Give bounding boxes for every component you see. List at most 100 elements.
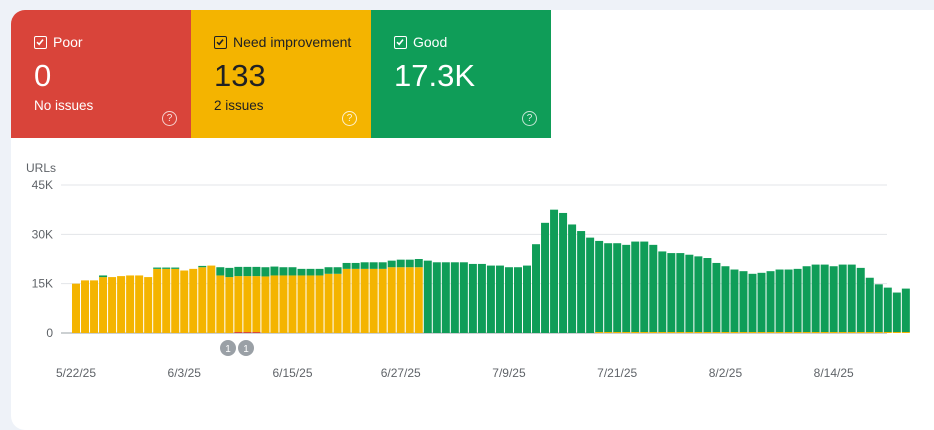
- bar-need-improvement: [847, 332, 856, 333]
- bar-good: [171, 267, 180, 269]
- bar-good: [577, 231, 586, 333]
- bar-good: [550, 209, 559, 333]
- bar-good: [279, 267, 288, 276]
- annotation-marker[interactable]: [220, 340, 236, 356]
- bar-good: [387, 260, 396, 268]
- bar-good: [559, 212, 568, 333]
- bar-need-improvement: [99, 277, 108, 333]
- bar-good: [694, 256, 703, 333]
- need-improvement-header[interactable]: Need improvement: [214, 34, 351, 50]
- poor-header[interactable]: Poor: [34, 34, 83, 50]
- bar-good: [721, 266, 730, 333]
- y-tick-label: 15K: [32, 277, 53, 291]
- bar-good: [532, 244, 541, 333]
- bar-need-improvement: [288, 275, 297, 333]
- bar-good: [775, 269, 784, 333]
- bar-good: [315, 268, 324, 276]
- bar-good: [874, 284, 883, 333]
- bar-good: [847, 264, 856, 333]
- bar-good: [856, 267, 865, 333]
- need-improvement-tile[interactable]: Need improvement 133 2 issues ?: [191, 10, 371, 138]
- bar-need-improvement: [333, 273, 342, 333]
- bar-need-improvement: [306, 275, 315, 333]
- bar-need-improvement: [658, 332, 667, 333]
- poor-label: Poor: [53, 34, 83, 50]
- bar-need-improvement: [775, 332, 784, 333]
- poor-checkbox-icon[interactable]: [34, 35, 47, 49]
- bar-good: [360, 262, 369, 269]
- bar-good: [685, 254, 694, 333]
- bar-need-improvement: [270, 275, 279, 333]
- bar-need-improvement: [595, 332, 604, 333]
- annotation-marker[interactable]: [238, 340, 254, 356]
- bar-good: [622, 244, 631, 333]
- bar-need-improvement: [766, 332, 775, 333]
- bar-need-improvement: [721, 332, 730, 333]
- bar-need-improvement: [865, 332, 874, 333]
- bar-good: [234, 266, 243, 277]
- bar-need-improvement: [180, 270, 189, 333]
- good-checkbox-icon[interactable]: [394, 35, 407, 49]
- bar-need-improvement: [820, 332, 829, 333]
- bar-need-improvement: [153, 268, 162, 333]
- bar-poor: [234, 332, 243, 333]
- bar-good: [766, 271, 775, 333]
- help-icon[interactable]: ?: [522, 111, 537, 126]
- bar-good: [351, 262, 360, 269]
- bar-good: [306, 268, 315, 276]
- poor-tile[interactable]: Poor 0 No issues ?: [11, 10, 191, 138]
- bar-good: [802, 266, 811, 333]
- bar-good: [225, 267, 234, 278]
- bar-need-improvement: [252, 276, 261, 333]
- bar-need-improvement: [135, 275, 144, 333]
- good-tile[interactable]: Good 17.3K ?: [371, 10, 551, 138]
- bar-need-improvement: [72, 283, 80, 333]
- bar-need-improvement: [90, 280, 99, 333]
- core-web-vitals-card: Poor 0 No issues ? Need improvement 133 …: [11, 10, 934, 430]
- bar-good: [450, 262, 459, 333]
- help-icon[interactable]: ?: [342, 111, 357, 126]
- bar-need-improvement: [730, 332, 739, 333]
- help-icon[interactable]: ?: [162, 111, 177, 126]
- need-improvement-issues-text: 2 issues: [214, 98, 264, 113]
- bar-good: [883, 287, 892, 333]
- bar-good: [333, 267, 342, 274]
- bar-good: [468, 263, 477, 333]
- bar-need-improvement: [369, 268, 378, 333]
- bar-need-improvement: [892, 332, 901, 333]
- bar-good: [261, 267, 270, 277]
- good-header[interactable]: Good: [394, 34, 447, 50]
- bar-good: [820, 264, 829, 333]
- bar-need-improvement: [207, 265, 216, 333]
- bar-good: [541, 222, 550, 333]
- bar-good: [595, 240, 604, 333]
- bar-need-improvement: [324, 273, 333, 333]
- bar-good: [811, 264, 820, 333]
- bar-good: [324, 267, 333, 274]
- bar-good: [369, 262, 378, 269]
- bar-need-improvement: [189, 268, 198, 333]
- bar-good: [676, 253, 685, 333]
- bar-need-improvement: [360, 268, 369, 333]
- bar-need-improvement: [793, 332, 802, 333]
- need-improvement-checkbox-icon[interactable]: [214, 35, 227, 49]
- y-tick-label: 0: [46, 326, 53, 340]
- bar-good: [865, 277, 874, 333]
- bar-need-improvement: [378, 268, 387, 333]
- bar-good: [892, 292, 901, 333]
- urls-chart: URLs 0 15K 30K 45K 5/22/25 6/3/25 6/15/25 6/27/2…: [26, 161, 910, 380]
- bar-need-improvement: [883, 332, 892, 333]
- x-tick-label: 6/15/25: [272, 366, 312, 380]
- x-tick-label: 5/22/25: [56, 366, 96, 380]
- bar-good: [739, 271, 748, 333]
- bar-need-improvement: [901, 332, 910, 333]
- bar-good: [495, 265, 504, 333]
- bar-need-improvement: [279, 275, 288, 333]
- bar-good: [784, 269, 793, 333]
- need-improvement-count: 133: [214, 58, 266, 93]
- bar-good: [297, 268, 306, 276]
- bar-good: [486, 265, 495, 333]
- bar-good: [252, 266, 261, 277]
- bar-good: [423, 260, 432, 333]
- good-count: 17.3K: [394, 58, 476, 93]
